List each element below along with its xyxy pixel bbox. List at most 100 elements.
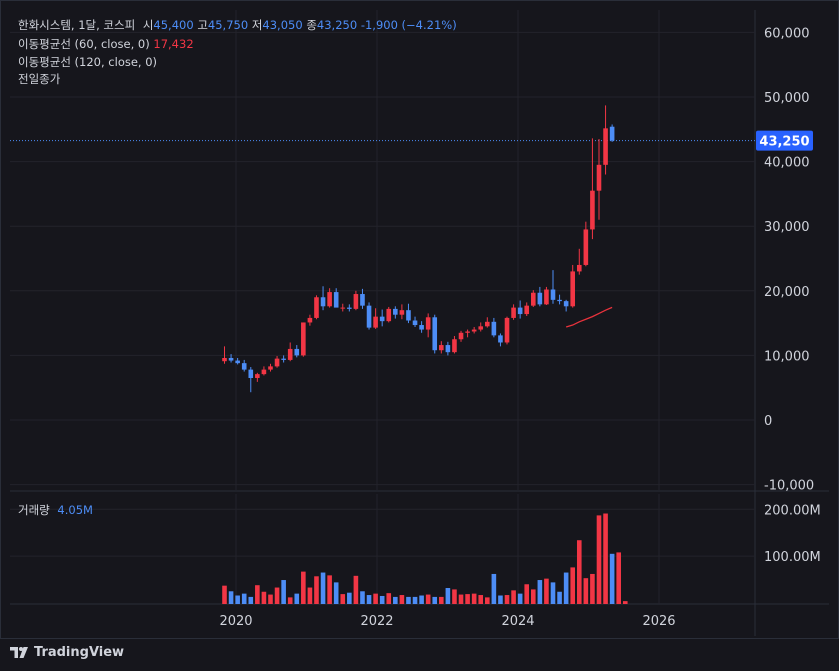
- volume-bar: [255, 585, 260, 604]
- symbol-legend: 한화시스템, 1달, 코스피 시45,400 고45,750 저43,050 종…: [18, 17, 457, 33]
- candle-body: [419, 325, 424, 330]
- candle-body: [255, 374, 260, 379]
- y-tick-label: 10,000: [764, 349, 810, 364]
- high-label: 고: [197, 18, 208, 32]
- volume-bar: [517, 593, 523, 604]
- candle-body: [360, 294, 365, 306]
- volume-bar: [590, 573, 595, 604]
- candle-body: [576, 264, 582, 272]
- volume-bar: [393, 596, 398, 604]
- candle-body: [478, 326, 484, 330]
- volume-value: 4.05M: [57, 503, 93, 517]
- volume-bar: [412, 596, 418, 604]
- ma120-legend[interactable]: 이동평균선 (120, close, 0): [18, 54, 157, 70]
- candle-body: [379, 316, 385, 322]
- candle-body: [439, 345, 444, 351]
- candle-body: [557, 299, 562, 302]
- volume-bar: [570, 567, 576, 604]
- volume-bar: [235, 595, 240, 604]
- ma60-label: 이동평균선 (60, close, 0): [18, 37, 150, 51]
- candle-body: [301, 322, 306, 356]
- ma60-legend[interactable]: 이동평균선 (60, close, 0) 17,432: [18, 36, 194, 52]
- volume-bar: [386, 593, 392, 604]
- candle-body: [517, 307, 523, 315]
- y-tick-label: 60,000: [764, 26, 810, 41]
- volume-bar: [498, 595, 503, 604]
- x-tick-label: 2024: [501, 614, 534, 629]
- volume-bar: [379, 595, 385, 604]
- candle-body: [570, 271, 576, 307]
- candle-body: [386, 308, 392, 322]
- candle-body: [590, 190, 595, 230]
- volume-bar: [360, 591, 365, 604]
- volume-bar: [320, 572, 326, 604]
- volume-bar: [274, 587, 280, 604]
- candle-body: [537, 292, 543, 305]
- candle-body: [314, 297, 319, 318]
- volume-bar: [603, 513, 608, 604]
- prev-close-legend[interactable]: 전일종가: [18, 71, 60, 87]
- ma60-value: 17,432: [153, 37, 194, 51]
- candle-body: [412, 320, 418, 326]
- volume-legend[interactable]: 거래량 4.05M: [18, 502, 93, 518]
- volume-bar: [419, 595, 424, 604]
- volume-bar: [353, 575, 359, 604]
- volume-bar: [576, 540, 582, 604]
- candle-body: [366, 305, 372, 328]
- candle-body: [333, 292, 339, 308]
- volume-bar: [563, 572, 569, 604]
- volume-bar: [314, 576, 319, 604]
- ma120-label: 이동평균선 (120, close, 0): [18, 55, 158, 69]
- volume-bar: [550, 582, 556, 604]
- volume-bar: [307, 587, 313, 604]
- candle-body: [491, 321, 497, 336]
- close-value: 43,250: [316, 18, 358, 32]
- volume-bar: [366, 595, 372, 604]
- volume-bar: [544, 578, 549, 604]
- prev-close-label: 전일종가: [18, 72, 61, 86]
- volume-bar: [261, 591, 267, 604]
- candle-body: [399, 310, 405, 315]
- y-tick-label: 50,000: [764, 91, 810, 106]
- candle-body: [471, 329, 477, 332]
- volume-bar: [478, 595, 484, 604]
- x-tick-label: 2020: [219, 614, 252, 629]
- candle-body: [347, 307, 352, 309]
- y-tick-label: 20,000: [764, 285, 810, 300]
- volume-bar: [439, 596, 444, 604]
- low-label: 저: [251, 18, 263, 32]
- volume-bar: [530, 589, 536, 604]
- volume-bar: [445, 588, 451, 604]
- volume-bar: [471, 593, 477, 604]
- volume-bar: [268, 594, 273, 604]
- candle-body: [261, 369, 267, 375]
- candle-body: [583, 229, 589, 265]
- volume-bar: [281, 580, 286, 604]
- candle-body: [504, 317, 510, 343]
- candle-body: [307, 317, 313, 323]
- candle-body: [274, 358, 280, 367]
- candle-body: [340, 307, 346, 309]
- candle-body: [235, 360, 240, 364]
- candle-body: [544, 289, 549, 305]
- open-value: 45,400: [153, 18, 194, 32]
- change-value: -1,900 (−4.21%): [360, 18, 457, 32]
- candle-body: [445, 345, 451, 353]
- volume-label: 거래량: [18, 503, 50, 517]
- y-tick-label: 40,000: [764, 156, 810, 171]
- low-value: 43,050: [262, 18, 303, 32]
- high-value: 45,750: [207, 18, 249, 32]
- volume-bar: [241, 593, 247, 604]
- candle-body: [432, 317, 438, 351]
- tradingview-logo[interactable]: TradingView: [10, 645, 124, 660]
- candle-body: [287, 348, 293, 360]
- candle-body: [563, 301, 569, 307]
- candle-body: [320, 297, 326, 307]
- candle-body: [406, 310, 411, 321]
- candle-body: [425, 317, 431, 330]
- volume-bar: [333, 582, 339, 604]
- volume-bar: [622, 601, 628, 604]
- volume-bar: [399, 595, 405, 604]
